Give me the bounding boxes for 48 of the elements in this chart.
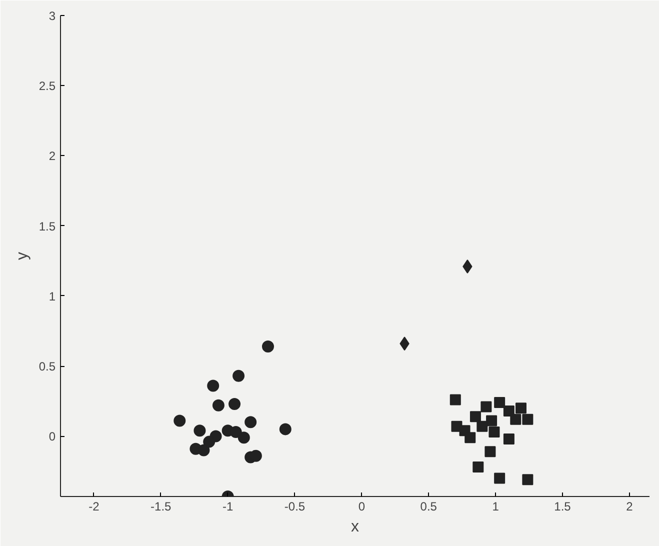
point (244, 416, 257, 428)
y-tick-label: 2 (48, 149, 56, 164)
point (484, 446, 496, 458)
point (515, 402, 526, 414)
y-tick-label: 1.5 (38, 219, 56, 234)
point (486, 415, 498, 426)
x-tick-label: 2 (626, 500, 634, 514)
point (503, 434, 514, 445)
point (480, 401, 492, 412)
y-tick-label: 0.5 (38, 360, 56, 374)
x-tick-label: 1.5 (554, 500, 572, 514)
x-tick-label: 1 (492, 500, 500, 514)
x-tick-label: -2 (88, 500, 100, 514)
point (494, 472, 506, 484)
x-axis-title: x (351, 518, 359, 536)
point (522, 414, 534, 425)
y-tick-label: 2.5 (38, 79, 56, 94)
point (262, 340, 274, 352)
point (194, 424, 206, 437)
point (450, 394, 461, 406)
point (494, 397, 506, 408)
point (488, 426, 500, 438)
x-tick-label: -0.5 (284, 500, 306, 514)
point (503, 405, 514, 416)
point (476, 420, 488, 432)
point (174, 414, 186, 427)
point (510, 414, 522, 425)
y-axis-title: y (14, 252, 31, 260)
point (207, 380, 220, 392)
x-tick-label: 0.5 (420, 500, 438, 514)
point (232, 370, 245, 382)
point (472, 462, 484, 473)
x-tick-label: -1.5 (150, 500, 172, 514)
point (522, 474, 534, 486)
point (203, 436, 216, 448)
point (212, 399, 224, 412)
x-tick-label: 0 (358, 500, 366, 514)
y-tick-label: 3 (48, 9, 56, 23)
y-tick-label: 1 (48, 289, 56, 304)
point (464, 432, 476, 444)
point (230, 426, 242, 438)
y-tick-label: 0 (48, 430, 56, 444)
point (470, 411, 481, 422)
point (279, 423, 292, 436)
point (238, 432, 250, 444)
x-tick-label: -1 (222, 500, 234, 514)
point (198, 444, 210, 456)
point (228, 398, 241, 410)
